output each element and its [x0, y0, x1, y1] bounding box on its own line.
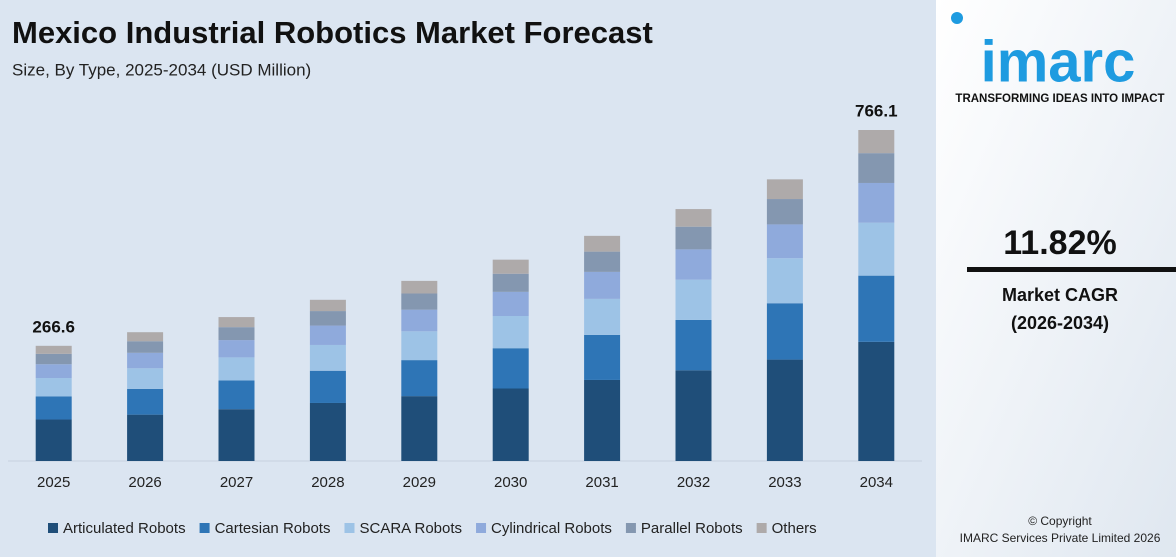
bar-segment	[35, 419, 72, 461]
bar-segment	[309, 299, 346, 312]
side-panel	[936, 0, 1176, 557]
bar-segment	[35, 364, 72, 379]
bar-segment	[675, 279, 712, 320]
bar-segment	[675, 226, 712, 250]
bar-segment	[675, 319, 712, 371]
x-tick-label: 2032	[677, 474, 710, 491]
bar-segment	[127, 332, 164, 342]
bar-segment	[766, 199, 803, 225]
x-tick-label: 2025	[37, 474, 70, 491]
bar-segment	[492, 388, 529, 461]
bar-segment	[35, 353, 72, 365]
copyright: © Copyright	[1028, 514, 1092, 528]
bar-segment	[766, 258, 803, 304]
bar-segment	[584, 334, 621, 380]
bar-segment	[218, 357, 255, 381]
bar-segment	[218, 340, 255, 358]
bar-segment	[218, 380, 255, 410]
bar-segment	[492, 291, 529, 317]
divider	[967, 267, 1176, 272]
x-tick-label: 2028	[311, 474, 344, 491]
x-tick-label: 2027	[220, 474, 253, 491]
legend-label: Others	[772, 520, 817, 537]
bar-segment	[858, 275, 895, 342]
bar-segment	[766, 224, 803, 259]
cagr-label: Market CAGR	[1002, 285, 1118, 305]
bar-segment	[584, 298, 621, 335]
legend-label: Cylindrical Robots	[491, 520, 612, 537]
plot: 2025 2026 2027 2028 2029 2030 2031 2032 2033 2034…	[32, 101, 897, 536]
bar-segment	[584, 271, 621, 299]
bar-segment	[492, 273, 529, 292]
bar-segment	[309, 370, 346, 403]
chart-subtitle: Size, By Type, 2025-2034 (USD Million)	[12, 60, 311, 79]
x-tick-label: 2034	[860, 474, 893, 491]
bar-segment	[127, 368, 164, 389]
legend-swatch	[48, 523, 58, 533]
bar-segment	[675, 370, 712, 461]
bar-segment	[858, 341, 895, 461]
chart-title: Mexico Industrial Robotics Market Foreca…	[12, 15, 653, 50]
x-tick-label: 2030	[494, 474, 527, 491]
total-label: 266.6	[32, 317, 75, 336]
bar-segment	[309, 344, 346, 371]
legend-label: Parallel Robots	[641, 520, 743, 537]
bar-segment	[584, 235, 621, 252]
tagline: TRANSFORMING IDEAS INTO IMPACT	[955, 93, 1164, 105]
logo: imarc	[981, 29, 1136, 94]
bar-segment	[218, 317, 255, 328]
bar-segment	[309, 402, 346, 461]
legend-swatch	[625, 523, 636, 533]
bar-segment	[675, 209, 712, 227]
bar-segment	[218, 409, 255, 461]
total-label: 766.1	[855, 101, 898, 120]
bar-segment	[401, 331, 438, 361]
bar-segment	[858, 130, 895, 154]
bar-segment	[675, 249, 712, 280]
bar-segment	[492, 316, 529, 349]
x-tick-label: 2026	[128, 474, 161, 491]
bar-segment	[858, 222, 895, 276]
bar-segment	[127, 352, 164, 369]
bar-segment	[401, 293, 438, 310]
bar-segment	[218, 327, 255, 341]
bar-segment	[127, 388, 164, 415]
x-tick-label: 2033	[768, 474, 801, 491]
bar-segment	[35, 345, 72, 354]
legend-label: SCARA Robots	[359, 520, 462, 537]
x-tick-label: 2031	[585, 474, 618, 491]
bar-segment	[309, 325, 346, 345]
cagr-value: 11.82%	[1003, 224, 1116, 262]
legend-swatch	[756, 523, 767, 533]
bar-segment	[401, 360, 438, 397]
bar-segment	[401, 309, 438, 332]
bar-segment	[766, 303, 803, 360]
company: IMARC Services Private Limited 2026	[960, 531, 1161, 545]
logo-dot	[951, 12, 963, 24]
bar-segment	[35, 378, 72, 397]
bar-segment	[492, 348, 529, 389]
bar-segment	[858, 182, 895, 223]
legend-label: Cartesian Robots	[215, 520, 331, 537]
bar-segment	[492, 259, 529, 274]
legend-swatch	[344, 523, 355, 533]
legend-swatch	[199, 523, 210, 533]
bar-segment	[35, 396, 72, 420]
bar-segment	[127, 414, 164, 461]
bar-segment	[401, 280, 438, 294]
bar-segment	[858, 153, 895, 183]
bar-segment	[766, 179, 803, 200]
bar-segment	[127, 341, 164, 353]
bar-segment	[309, 311, 346, 326]
bar-segment	[584, 379, 621, 461]
legend-swatch	[476, 523, 487, 533]
bar-segment	[401, 396, 438, 461]
cagr-period: (2026-2034)	[1011, 313, 1109, 333]
bar-segment	[584, 251, 621, 272]
x-tick-label: 2029	[403, 474, 436, 491]
bar-segment	[766, 359, 803, 461]
legend-label: Articulated Robots	[63, 520, 186, 537]
